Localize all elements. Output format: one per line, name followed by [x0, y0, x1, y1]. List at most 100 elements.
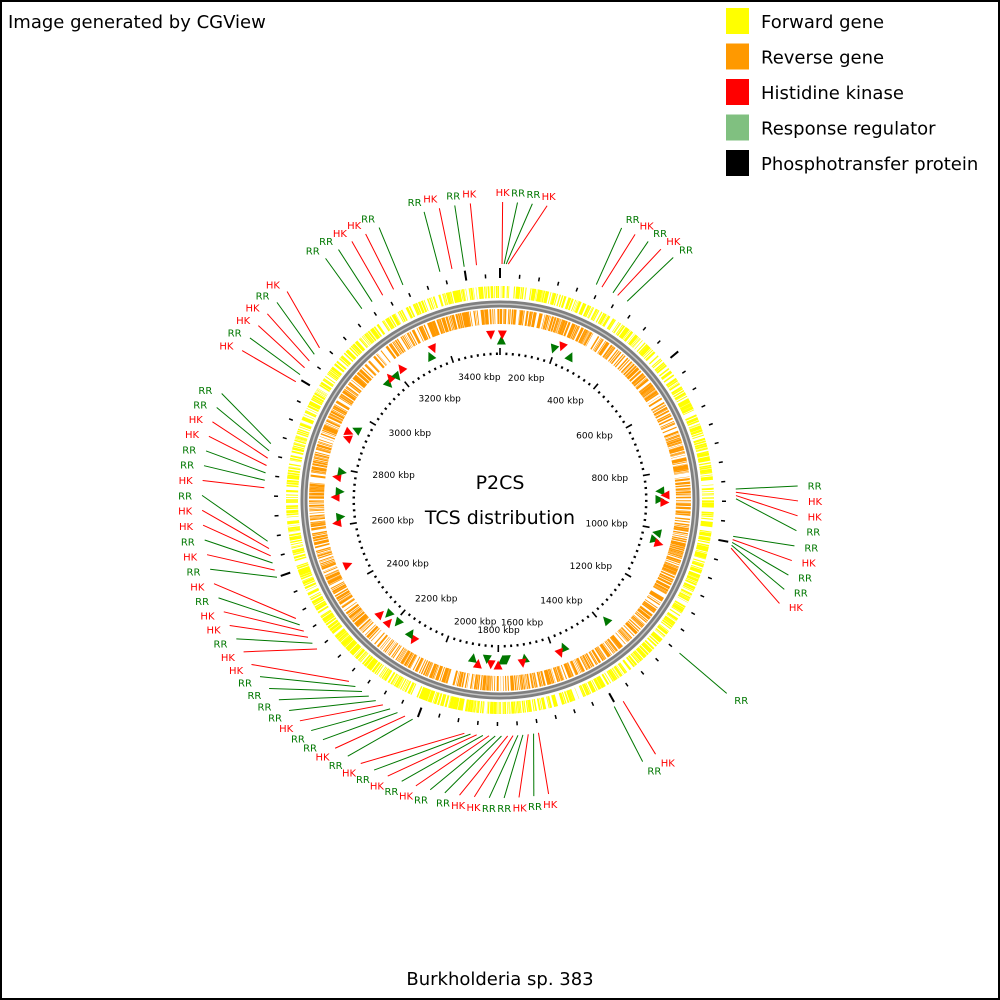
scale-tick [602, 395, 606, 399]
scale-tick [582, 378, 586, 382]
hk-callout-label: HK [789, 603, 804, 614]
hk-callout-line [387, 734, 477, 777]
hk-marker [410, 634, 420, 645]
scale-tick [637, 543, 641, 547]
rr-marker [335, 512, 346, 522]
rr-callout-line [488, 735, 519, 799]
scale-tick [373, 575, 378, 579]
hk-callout-label: HK [219, 342, 234, 353]
hk-callout-label: HK [266, 280, 281, 291]
scale-tick [553, 634, 557, 638]
hk-marker [559, 341, 568, 352]
outer-tick [276, 534, 281, 537]
hk-callout-line [507, 205, 548, 265]
scale-tick [641, 531, 645, 534]
rr-callout-label: RR [436, 799, 450, 810]
rr-callout-line [216, 407, 270, 452]
rr-marker [655, 486, 665, 496]
scale-tick [628, 431, 632, 435]
rr-callout-line [347, 718, 413, 757]
scale-tick [388, 402, 392, 406]
scale-tick [423, 624, 427, 628]
rr-marker [467, 653, 477, 663]
legend-label: Phosphotransfer protein [761, 154, 978, 175]
rr-callout-label: RR [794, 588, 808, 599]
scale-tick [411, 380, 415, 384]
hk-marker [343, 426, 354, 435]
hk-callout-line [518, 734, 529, 798]
scale-tick [570, 625, 574, 629]
hk-callout-line [622, 701, 656, 755]
outer-tick [556, 281, 560, 286]
scale-tick [358, 540, 362, 544]
rr-callout-label: RR [291, 734, 305, 745]
hk-callout-line [299, 704, 383, 722]
hk-callout-label: HK [207, 626, 222, 637]
hk-callout-label: HK [179, 476, 194, 487]
rr-callout-line [731, 544, 785, 590]
scale-tick [592, 383, 599, 390]
rr-callout-line [613, 706, 644, 762]
scale-tick [587, 382, 591, 386]
scale-tick [596, 607, 600, 611]
hk-marker [517, 658, 527, 668]
hk-callout-line [365, 233, 395, 290]
scale-tick [633, 443, 637, 447]
scale-tick [422, 373, 426, 377]
scale-tick [364, 440, 368, 443]
scale-tick [412, 617, 417, 621]
scale-tick [636, 449, 640, 452]
hk-callout-line [473, 735, 514, 798]
rr-callout-line [218, 597, 300, 626]
rr-marker [394, 616, 404, 627]
outer-tick [445, 280, 448, 285]
rr-callout-line [454, 205, 465, 267]
outer-tick [329, 350, 334, 355]
hk-marker [493, 660, 503, 670]
scale-tick [393, 600, 397, 604]
rr-callout-line [322, 712, 398, 741]
scale-tick [360, 546, 364, 550]
hk-callout-line [208, 435, 267, 466]
rr-callout-label: RR [647, 766, 661, 777]
scale-tick [613, 588, 617, 592]
rr-callout-label: RR [528, 802, 542, 813]
scale-tick [357, 458, 361, 461]
rr-marker [655, 495, 665, 505]
rr-callout-label: RR [258, 702, 272, 713]
center-title: P2CS [476, 472, 525, 494]
hk-marker [497, 330, 507, 340]
outer-tick [408, 292, 412, 298]
hk-marker [342, 435, 353, 444]
outer-tick [300, 379, 311, 387]
legend-label: Forward gene [761, 12, 884, 33]
hk-callout-label: HK [543, 800, 558, 811]
scale-tick [622, 420, 626, 424]
outer-tick [401, 699, 405, 704]
hk-marker [386, 373, 397, 384]
scale-tick [384, 407, 388, 411]
scale-label: 600 kbp [576, 431, 613, 441]
rr-callout-line [612, 241, 649, 294]
scale-tick [581, 618, 585, 623]
hk-callout-label: HK [342, 768, 357, 779]
scale-tick [369, 428, 374, 432]
rr-callout-label: RR [408, 198, 422, 209]
scale-tick [577, 375, 581, 379]
rr-marker [335, 486, 345, 496]
outer-tick [416, 707, 423, 718]
scale-tick [591, 611, 598, 618]
scale-tick [633, 555, 637, 559]
hk-callout-label: HK [640, 221, 655, 232]
hk-callout-label: HK [666, 237, 681, 248]
outer-tick [593, 295, 597, 300]
hk-marker [660, 490, 670, 500]
hk-marker [554, 647, 563, 658]
scale-tick [625, 423, 633, 429]
outer-tick [554, 714, 557, 720]
scale-tick [392, 397, 396, 401]
scale-tick [614, 409, 618, 413]
rr-marker [603, 616, 613, 627]
outer-tick [342, 336, 347, 341]
